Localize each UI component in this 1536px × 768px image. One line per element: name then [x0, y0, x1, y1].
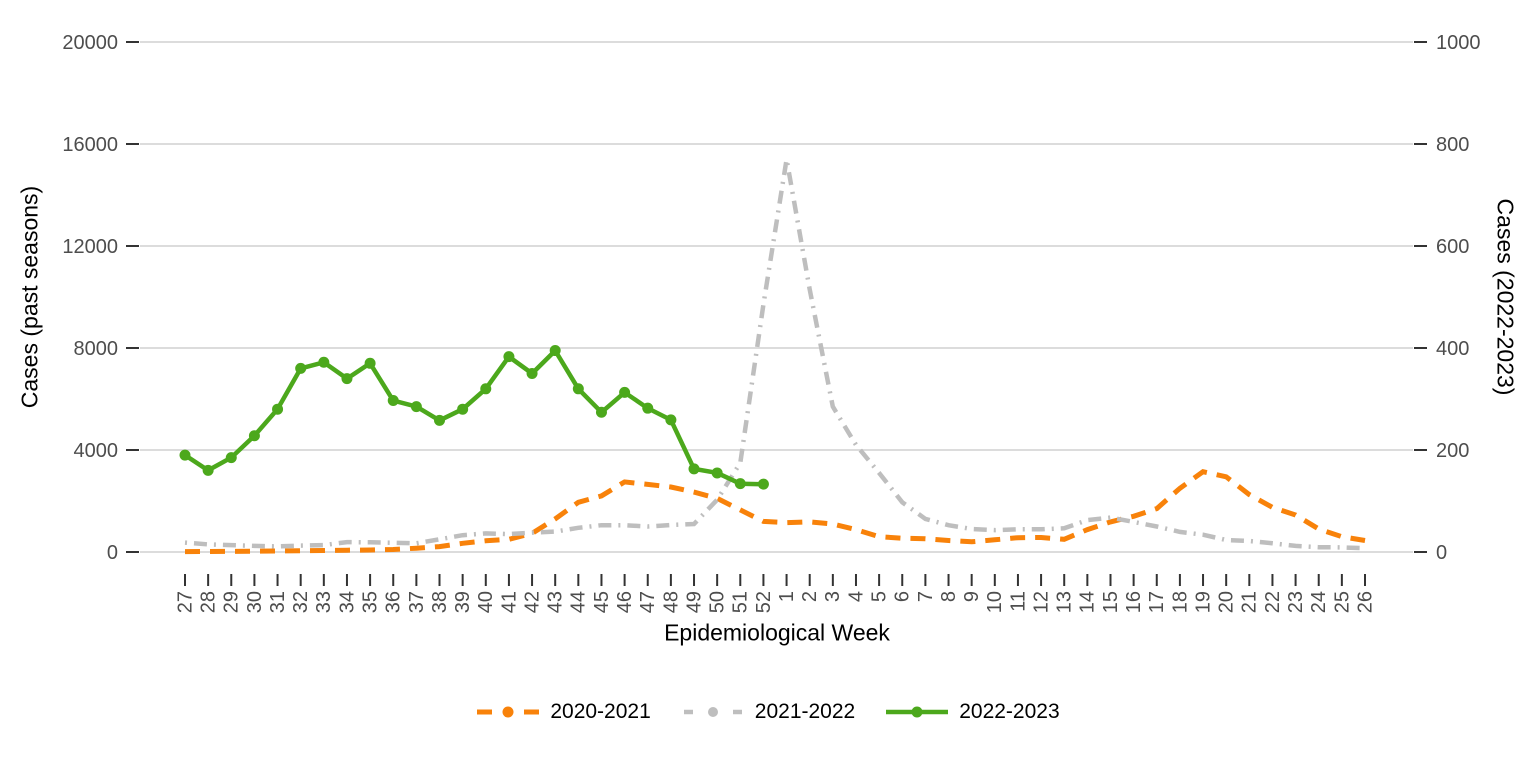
svg-text:12: 12 — [1030, 591, 1052, 613]
svg-text:47: 47 — [637, 591, 659, 613]
svg-text:43: 43 — [545, 591, 567, 613]
legend-label: 2020-2021 — [550, 700, 651, 723]
svg-text:800: 800 — [1436, 134, 1469, 156]
svg-text:38: 38 — [429, 591, 451, 613]
svg-text:23: 23 — [1285, 591, 1307, 613]
svg-text:20000: 20000 — [62, 32, 118, 54]
legend-key-solid-green-icon — [886, 706, 949, 718]
svg-text:39: 39 — [452, 591, 474, 613]
svg-text:19: 19 — [1192, 591, 1214, 613]
legend-key-dashed-orange-icon — [477, 706, 540, 718]
svg-text:14: 14 — [1077, 591, 1099, 613]
svg-text:20: 20 — [1216, 591, 1238, 613]
legend: 2020-2021 2021-2022 2022-2023 — [0, 700, 1536, 724]
svg-text:11: 11 — [1007, 591, 1029, 612]
svg-text:9: 9 — [961, 591, 983, 602]
svg-text:22: 22 — [1262, 591, 1284, 613]
series-2021-2022 — [184, 158, 1366, 551]
svg-text:4000: 4000 — [74, 440, 119, 462]
svg-text:8000: 8000 — [74, 338, 119, 360]
svg-text:8: 8 — [938, 591, 960, 602]
legend-label: 2021-2022 — [754, 700, 856, 723]
y-axis-left-ticks: 0 4000 8000 12000 16000 20000 — [62, 32, 139, 564]
legend-item-2021-2022: 2021-2022 — [681, 700, 855, 724]
svg-text:3: 3 — [822, 591, 844, 602]
svg-text:51: 51 — [730, 591, 752, 613]
x-axis-title: Epidemiological Week — [664, 619, 890, 646]
svg-text:34: 34 — [336, 591, 358, 613]
svg-text:1000: 1000 — [1436, 32, 1481, 54]
gridlines — [140, 41, 1413, 553]
svg-text:35: 35 — [359, 591, 381, 613]
legend-item-2020-2021: 2020-2021 — [476, 700, 651, 724]
svg-text:16000: 16000 — [62, 134, 118, 156]
svg-text:1: 1 — [776, 591, 798, 602]
svg-text:31: 31 — [267, 591, 289, 613]
x-axis-ticks: 27 28 29 30 31 32 33 34 35 36 37 38 39 40 41 42 43 44 45 46… — [174, 574, 1376, 613]
svg-text:2: 2 — [799, 591, 821, 602]
svg-text:37: 37 — [406, 591, 428, 613]
legend-item-2022-2023: 2022-2023 — [885, 700, 1060, 724]
y-axis-left-title: Cases (past seasons) — [16, 185, 43, 409]
svg-text:40: 40 — [475, 591, 497, 613]
svg-text:400: 400 — [1436, 338, 1469, 360]
svg-text:42: 42 — [521, 591, 543, 613]
svg-text:45: 45 — [591, 591, 613, 613]
svg-text:29: 29 — [221, 591, 243, 613]
series-2022-2023 — [179, 345, 769, 490]
svg-text:6: 6 — [892, 591, 914, 602]
svg-text:28: 28 — [198, 591, 220, 613]
svg-text:27: 27 — [174, 591, 196, 613]
y-axis-right-title: Cases (2022-2023) — [1492, 198, 1519, 396]
svg-text:10: 10 — [984, 591, 1006, 613]
svg-text:52: 52 — [753, 591, 775, 613]
series-2020-2021 — [184, 469, 1366, 555]
svg-text:17: 17 — [1146, 591, 1168, 613]
svg-text:0: 0 — [107, 542, 118, 564]
legend-label: 2022-2023 — [959, 700, 1060, 723]
svg-text:0: 0 — [1436, 542, 1447, 564]
svg-text:25: 25 — [1331, 591, 1353, 613]
svg-text:33: 33 — [313, 591, 335, 613]
svg-text:13: 13 — [1054, 591, 1076, 613]
svg-text:200: 200 — [1436, 440, 1469, 462]
svg-text:12000: 12000 — [62, 236, 118, 258]
svg-text:21: 21 — [1239, 591, 1261, 613]
svg-text:36: 36 — [383, 591, 405, 613]
svg-text:7: 7 — [915, 591, 937, 602]
svg-text:600: 600 — [1436, 236, 1469, 258]
svg-text:41: 41 — [498, 591, 520, 613]
svg-text:15: 15 — [1100, 591, 1122, 613]
svg-text:49: 49 — [683, 591, 705, 613]
svg-text:4: 4 — [845, 591, 867, 602]
svg-text:46: 46 — [614, 591, 636, 613]
svg-text:48: 48 — [660, 591, 682, 613]
svg-text:30: 30 — [244, 591, 266, 613]
svg-text:18: 18 — [1169, 591, 1191, 613]
y-axis-right-ticks: 0 200 400 600 800 1000 — [1414, 32, 1481, 564]
svg-text:5: 5 — [869, 591, 891, 602]
svg-text:50: 50 — [707, 591, 729, 613]
svg-text:24: 24 — [1308, 591, 1330, 613]
svg-text:16: 16 — [1123, 591, 1145, 613]
svg-text:26: 26 — [1354, 591, 1376, 613]
svg-text:32: 32 — [290, 591, 312, 613]
svg-text:44: 44 — [568, 591, 590, 613]
legend-key-dashdot-gray-icon — [683, 707, 742, 717]
